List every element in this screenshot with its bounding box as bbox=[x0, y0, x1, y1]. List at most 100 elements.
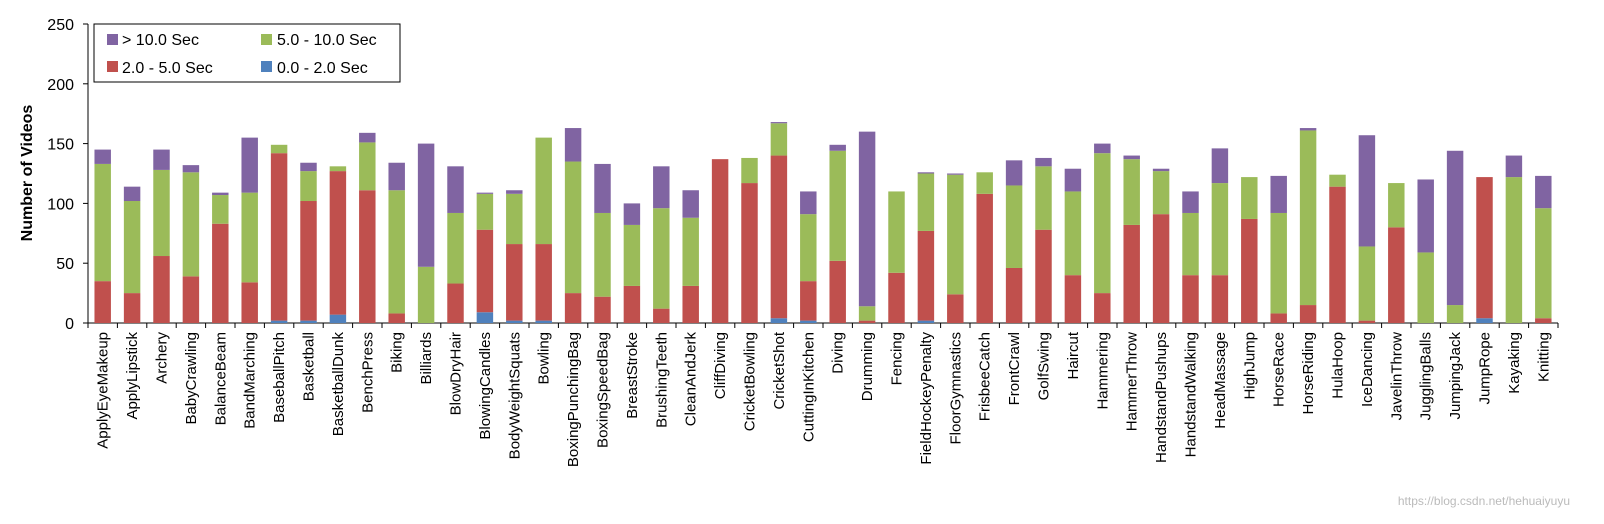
bar-segment-5-10-sec bbox=[1064, 191, 1082, 276]
bar-segment-0-2-sec bbox=[270, 320, 288, 323]
bar-segment-5-10-sec bbox=[594, 212, 611, 297]
x-tick-label: IceDancing bbox=[1359, 332, 1376, 407]
x-tick-label: HorseRiding bbox=[1300, 332, 1317, 415]
watermark: https://blog.csdn.net/hehuaiyuyu bbox=[1398, 494, 1570, 508]
bar-segment-2-5-sec bbox=[212, 223, 229, 323]
x-tick-label: BasketballDunk bbox=[330, 332, 347, 437]
bar-segment-2-5-sec bbox=[359, 190, 376, 323]
bar-segment-2-5-sec bbox=[1094, 293, 1111, 323]
bar-segment-over-10-sec bbox=[359, 132, 376, 143]
bar-segment-5-10-sec bbox=[1182, 212, 1199, 276]
x-tick-label: BrushingTeeth bbox=[653, 332, 670, 428]
x-tick-label: Knitting bbox=[1535, 332, 1552, 382]
bar-segment-2-5-sec bbox=[123, 293, 141, 323]
bar-segment-over-10-sec bbox=[447, 166, 464, 213]
bar-segment-5-10-sec bbox=[829, 150, 846, 261]
legend-swatch-over-10 bbox=[107, 34, 118, 45]
bar-segment-5-10-sec bbox=[682, 217, 699, 286]
bar-segment-2-5-sec bbox=[506, 244, 523, 321]
bar-segment-2-5-sec bbox=[829, 260, 846, 323]
x-tick-label: BreastStroke bbox=[624, 332, 641, 419]
bar-segment-over-10-sec bbox=[1358, 135, 1376, 247]
bar-segment-2-5-sec bbox=[594, 296, 611, 323]
x-tick-label: FloorGymnastics bbox=[947, 332, 964, 445]
bar-segment-over-10-sec bbox=[1005, 160, 1023, 186]
y-tick-label: 0 bbox=[65, 316, 74, 333]
bar-segment-5-10-sec bbox=[300, 171, 317, 202]
bar-segment-over-10-sec bbox=[623, 203, 641, 225]
bar-segment-2-5-sec bbox=[770, 155, 788, 319]
x-tick-label: BandMarching bbox=[242, 332, 259, 429]
x-tick-label: HighJump bbox=[1241, 332, 1258, 400]
bar-segment-5-10-sec bbox=[1241, 177, 1258, 219]
x-tick-label: Basketball bbox=[301, 332, 318, 401]
bar-segment-5-10-sec bbox=[858, 306, 876, 321]
bar-segment-5-10-sec bbox=[1388, 183, 1405, 228]
x-tick-label: CricketShot bbox=[771, 331, 788, 409]
x-tick-label: ApplyLipstick bbox=[124, 332, 141, 420]
x-tick-label: Billiards bbox=[418, 332, 435, 385]
bar-segment-over-10-sec bbox=[506, 190, 523, 194]
bar-segment-5-10-sec bbox=[417, 266, 435, 323]
bar-segment-5-10-sec bbox=[535, 137, 552, 245]
legend: > 10.0 Sec 5.0 - 10.0 Sec 2.0 - 5.0 Sec … bbox=[93, 23, 401, 83]
x-tick-label: Haircut bbox=[1065, 331, 1082, 379]
x-tick-label: GolfSwing bbox=[1036, 332, 1053, 400]
x-tick-label: CliffDiving bbox=[712, 332, 729, 399]
legend-swatch-0-2 bbox=[261, 61, 272, 72]
bar-segment-2-5-sec bbox=[711, 159, 729, 323]
x-tick-label: CuttingInKitchen bbox=[800, 332, 817, 442]
bar-segment-2-5-sec bbox=[329, 171, 347, 315]
bar-segment-0-2-sec bbox=[917, 320, 935, 323]
bar-segment-5-10-sec bbox=[241, 192, 258, 283]
x-tick-label: BoxingSpeedBag bbox=[595, 332, 612, 448]
bar-segment-over-10-sec bbox=[417, 143, 435, 267]
x-tick-label: BalanceBeam bbox=[212, 332, 229, 425]
y-tick-label: 250 bbox=[47, 17, 74, 34]
x-tick-label: BlowingCandles bbox=[477, 332, 494, 440]
bar-segment-5-10-sec bbox=[1535, 208, 1552, 319]
bar-segment-over-10-sec bbox=[1535, 175, 1552, 209]
bar-segment-5-10-sec bbox=[1005, 185, 1023, 268]
x-tick-label: Archery bbox=[154, 332, 171, 384]
x-tick-label: FrisbeeCatch bbox=[977, 332, 994, 421]
bar-segment-over-10-sec bbox=[153, 149, 170, 170]
bar-segment-5-10-sec bbox=[976, 172, 993, 194]
x-tick-label: BodyWeightSquats bbox=[506, 332, 523, 459]
bar-segment-5-10-sec bbox=[329, 166, 347, 172]
bar-segment-2-5-sec bbox=[858, 320, 876, 323]
legend-box bbox=[93, 23, 401, 83]
x-tick-label: CricketBowling bbox=[742, 332, 759, 431]
bar-segment-over-10-sec bbox=[241, 137, 258, 193]
bar-segment-2-5-sec bbox=[1535, 318, 1552, 323]
bar-segment-over-10-sec bbox=[388, 162, 405, 191]
bar-segment-5-10-sec bbox=[653, 208, 670, 309]
bar-segment-2-5-sec bbox=[94, 281, 111, 323]
x-tick-label: BlowDryHair bbox=[448, 332, 465, 415]
x-tick-label: BoxingPunchingBag bbox=[565, 332, 582, 467]
bar-segment-2-5-sec bbox=[917, 230, 935, 321]
bar-segment-5-10-sec bbox=[182, 172, 200, 277]
bar-segment-2-5-sec bbox=[1211, 275, 1229, 323]
bar-segment-2-5-sec bbox=[182, 276, 200, 323]
bar-segment-5-10-sec bbox=[447, 212, 464, 284]
bar-segment-over-10-sec bbox=[1505, 155, 1523, 178]
bar-segment-over-10-sec bbox=[800, 191, 817, 215]
legend-swatch-5-10 bbox=[261, 34, 272, 45]
x-tick-label: HulaHoop bbox=[1330, 332, 1347, 399]
bar-segment-over-10-sec bbox=[1123, 155, 1140, 160]
bar-segment-0-2-sec bbox=[800, 320, 817, 323]
bar-segment-5-10-sec bbox=[623, 224, 641, 286]
bar-segment-over-10-sec bbox=[1270, 175, 1287, 213]
bar-segment-5-10-sec bbox=[947, 174, 964, 295]
x-tick-label: FrontCrawl bbox=[1006, 332, 1023, 405]
bar-segment-5-10-sec bbox=[1152, 171, 1170, 215]
bar-segment-5-10-sec bbox=[388, 190, 405, 314]
x-tick-label: HandstandWalking bbox=[1183, 332, 1200, 457]
bar-segment-2-5-sec bbox=[1270, 313, 1287, 323]
bar-segment-over-10-sec bbox=[1035, 157, 1052, 167]
bar-segment-2-5-sec bbox=[1358, 320, 1376, 323]
x-tick-label: BenchPress bbox=[359, 332, 376, 413]
x-tick-label: HammerThrow bbox=[1124, 332, 1141, 431]
